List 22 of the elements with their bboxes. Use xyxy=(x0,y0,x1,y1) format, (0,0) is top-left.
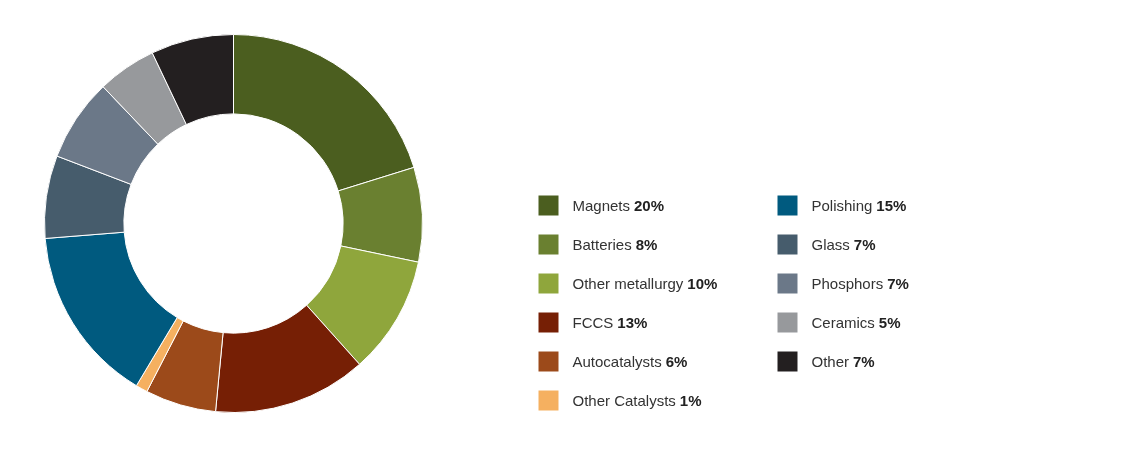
data-label: 7% xyxy=(887,275,909,292)
data-label: 5% xyxy=(878,314,901,331)
legend-label: Magnets xyxy=(572,197,631,214)
legend-label: FCCS xyxy=(572,314,614,331)
legend-label: Other metallurgy xyxy=(572,275,684,292)
data-label: 6% xyxy=(665,353,688,370)
legend-label: Other Catalysts xyxy=(572,392,676,409)
legend-label: Polishing xyxy=(811,197,873,214)
data-label: 15% xyxy=(876,197,907,214)
legend-label: Glass xyxy=(811,236,850,253)
data-label: 7% xyxy=(853,236,876,253)
data-label: 1% xyxy=(679,392,702,409)
data-label: 20% xyxy=(634,197,665,214)
data-label: 10% xyxy=(687,275,718,292)
legend-label: Batteries xyxy=(572,236,632,253)
data-label: 13% xyxy=(617,314,648,331)
legend-label: Ceramics xyxy=(811,314,875,331)
legend-label: Phosphors xyxy=(811,275,884,292)
data-label: 7% xyxy=(853,353,875,370)
data-label: 8% xyxy=(635,236,658,253)
legend-label: Other xyxy=(811,353,850,370)
legend-label: Autocatalysts xyxy=(572,353,662,370)
